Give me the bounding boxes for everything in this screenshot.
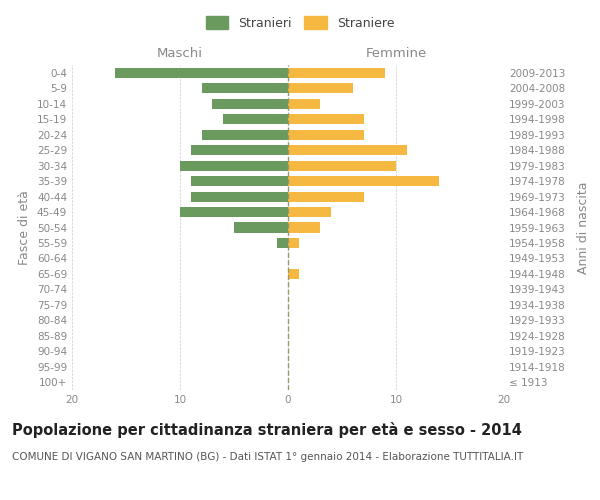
Text: Femmine: Femmine bbox=[365, 48, 427, 60]
Bar bbox=[191, 176, 288, 186]
Bar bbox=[288, 269, 299, 279]
Bar bbox=[180, 207, 288, 217]
Bar bbox=[288, 238, 299, 248]
Text: COMUNE DI VIGANO SAN MARTINO (BG) - Dati ISTAT 1° gennaio 2014 - Elaborazione TU: COMUNE DI VIGANO SAN MARTINO (BG) - Dati… bbox=[12, 452, 523, 462]
Bar bbox=[288, 68, 385, 78]
Bar bbox=[234, 222, 288, 232]
Bar bbox=[115, 68, 288, 78]
Bar bbox=[277, 238, 288, 248]
Y-axis label: Anni di nascita: Anni di nascita bbox=[577, 181, 590, 274]
Bar bbox=[223, 114, 288, 124]
Bar bbox=[202, 130, 288, 140]
Bar bbox=[288, 176, 439, 186]
Bar bbox=[288, 114, 364, 124]
Bar bbox=[202, 83, 288, 93]
Bar bbox=[180, 160, 288, 170]
Text: Maschi: Maschi bbox=[157, 48, 203, 60]
Bar bbox=[288, 192, 364, 202]
Bar bbox=[288, 160, 396, 170]
Bar bbox=[212, 98, 288, 108]
Bar bbox=[191, 145, 288, 155]
Text: Popolazione per cittadinanza straniera per età e sesso - 2014: Popolazione per cittadinanza straniera p… bbox=[12, 422, 522, 438]
Bar bbox=[288, 222, 320, 232]
Y-axis label: Fasce di età: Fasce di età bbox=[19, 190, 31, 265]
Bar bbox=[288, 207, 331, 217]
Bar bbox=[288, 145, 407, 155]
Legend: Stranieri, Straniere: Stranieri, Straniere bbox=[201, 11, 399, 35]
Bar bbox=[288, 98, 320, 108]
Bar bbox=[191, 192, 288, 202]
Bar bbox=[288, 130, 364, 140]
Bar bbox=[288, 83, 353, 93]
